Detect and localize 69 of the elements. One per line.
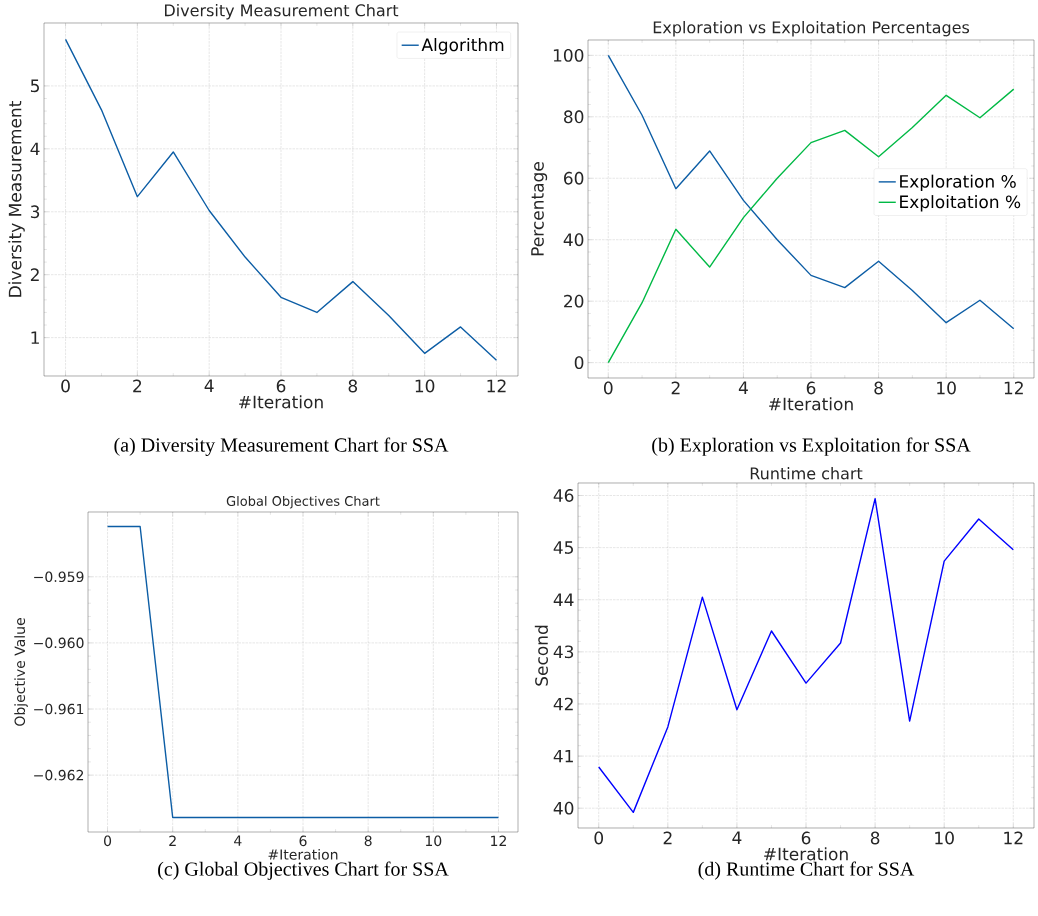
y-tick-label: 60 (564, 171, 584, 185)
x-tick-label: 6 (801, 831, 811, 845)
x-tick-label: 8 (364, 835, 372, 847)
y-tick-label: 46 (553, 489, 574, 502)
y-tick-label: −0.961 (34, 703, 84, 715)
x-axis-title: #Iteration (268, 848, 338, 860)
x-tick-label: 12 (491, 835, 506, 846)
chart-title: Global Objectives Chart (226, 495, 380, 509)
y-axis-title: Objective Value (14, 618, 28, 726)
x-axis-title: #Iteration (769, 397, 853, 411)
y-tick-label: 0 (574, 356, 584, 370)
x-tick-label: 10 (425, 835, 442, 847)
x-tick-label: 8 (874, 381, 883, 395)
y-tick-label: 20 (564, 294, 584, 308)
y-tick-label: 44 (553, 593, 574, 606)
x-tick-label: 6 (806, 381, 816, 395)
y-tick-label: 3 (30, 205, 40, 219)
chart-title: Exploration vs Exploitation Percentages (653, 20, 970, 37)
x-tick-label: 6 (299, 835, 307, 847)
legend-label: Exploitation % (900, 195, 1021, 212)
x-tick-label: 10 (937, 381, 956, 395)
y-tick-label: 43 (553, 645, 574, 659)
x-tick-label: 4 (732, 831, 742, 844)
x-tick-label: 12 (487, 379, 506, 393)
y-axis-title: Diversity Measurement (8, 101, 25, 297)
y-axis-title: Percentage (531, 162, 548, 256)
x-axis-title: #Iteration (764, 847, 848, 861)
y-tick-label: −0.960 (34, 637, 84, 649)
x-tick-label: 2 (663, 831, 672, 845)
chart-title: Diversity Measurement Chart (164, 3, 399, 20)
text: (b) Exploration vs Exploitation for SSA (652, 437, 971, 456)
y-tick-label: 4 (30, 142, 40, 156)
x-tick-label: 0 (603, 381, 613, 395)
chart-title: Runtime chart (750, 467, 863, 480)
x-tick-label: 10 (935, 831, 954, 845)
x-tick-label: 6 (276, 379, 286, 393)
text: (a) Diversity Measurement Chart for SSA (114, 437, 449, 456)
x-tick-label: 0 (104, 835, 112, 847)
x-tick-label: 0 (594, 831, 604, 845)
text: (c) Global Objectives Chart for SSA (158, 861, 449, 880)
text: (d) Runtime Chart for SSA (698, 861, 915, 880)
y-tick-label: 1 (31, 331, 39, 344)
y-tick-label: 42 (553, 697, 573, 711)
x-tick-label: 8 (870, 831, 880, 845)
line-series (598, 497, 1014, 814)
y-axis-title: Second (534, 625, 548, 686)
legend-label: Exploration % (900, 174, 1016, 192)
y-tick-label: 5 (30, 79, 39, 93)
x-axis-title: #Iteration (239, 395, 323, 409)
x-tick-label: 10 (415, 379, 435, 393)
y-tick-label: −0.962 (34, 769, 84, 781)
x-tick-label: 2 (169, 835, 176, 846)
x-tick-label: 4 (204, 379, 214, 392)
y-tick-label: 80 (564, 110, 584, 124)
legend-label: Algorithm (421, 38, 504, 55)
x-tick-label: 2 (133, 379, 142, 393)
y-tick-label: 45 (553, 541, 573, 554)
y-tick-label: 40 (553, 801, 574, 815)
y-tick-label: 2 (30, 268, 39, 281)
x-tick-label: 4 (234, 835, 242, 846)
y-tick-label: 40 (563, 233, 584, 247)
x-tick-label: 12 (1004, 831, 1023, 845)
y-tick-label: 41 (553, 749, 573, 763)
y-tick-label: −0.959 (34, 571, 84, 583)
x-tick-label: 8 (348, 379, 358, 393)
y-tick-label: 100 (553, 48, 584, 62)
x-tick-label: 12 (1004, 381, 1023, 395)
x-tick-label: 2 (671, 381, 680, 395)
x-tick-label: 4 (738, 381, 748, 394)
